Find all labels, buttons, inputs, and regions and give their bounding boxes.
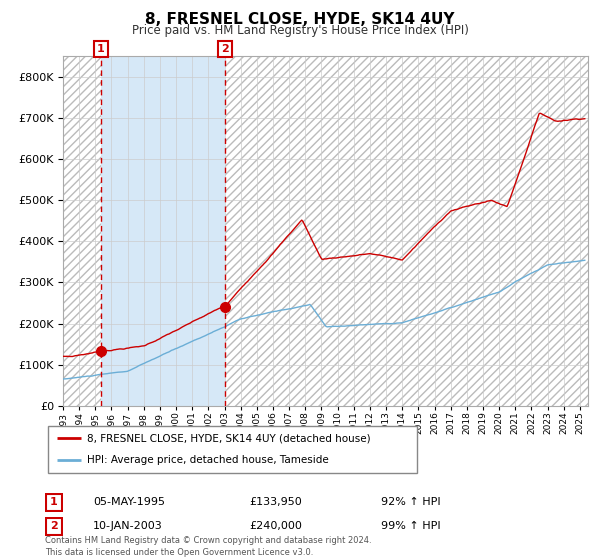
Bar [63, 56, 101, 406]
Text: Contains HM Land Registry data © Crown copyright and database right 2024.
This d: Contains HM Land Registry data © Crown c… [45, 536, 371, 557]
Bar [225, 56, 588, 406]
Text: £240,000: £240,000 [249, 521, 302, 531]
Text: HPI: Average price, detached house, Tameside: HPI: Average price, detached house, Tame… [87, 455, 328, 465]
Text: 99% ↑ HPI: 99% ↑ HPI [381, 521, 440, 531]
Text: Price paid vs. HM Land Registry's House Price Index (HPI): Price paid vs. HM Land Registry's House … [131, 24, 469, 36]
Text: 05-MAY-1995: 05-MAY-1995 [93, 497, 165, 507]
Text: 10-JAN-2003: 10-JAN-2003 [93, 521, 163, 531]
FancyBboxPatch shape [48, 426, 417, 473]
Text: 1: 1 [50, 497, 58, 507]
Text: 8, FRESNEL CLOSE, HYDE, SK14 4UY (detached house): 8, FRESNEL CLOSE, HYDE, SK14 4UY (detach… [87, 433, 370, 444]
FancyBboxPatch shape [46, 518, 62, 535]
Text: 2: 2 [221, 44, 229, 54]
Bar [101, 56, 225, 406]
Text: 1: 1 [97, 44, 105, 54]
FancyBboxPatch shape [46, 494, 62, 511]
Text: 2: 2 [50, 521, 58, 531]
Text: 92% ↑ HPI: 92% ↑ HPI [381, 497, 440, 507]
Text: £133,950: £133,950 [249, 497, 302, 507]
Text: 8, FRESNEL CLOSE, HYDE, SK14 4UY: 8, FRESNEL CLOSE, HYDE, SK14 4UY [145, 12, 455, 27]
